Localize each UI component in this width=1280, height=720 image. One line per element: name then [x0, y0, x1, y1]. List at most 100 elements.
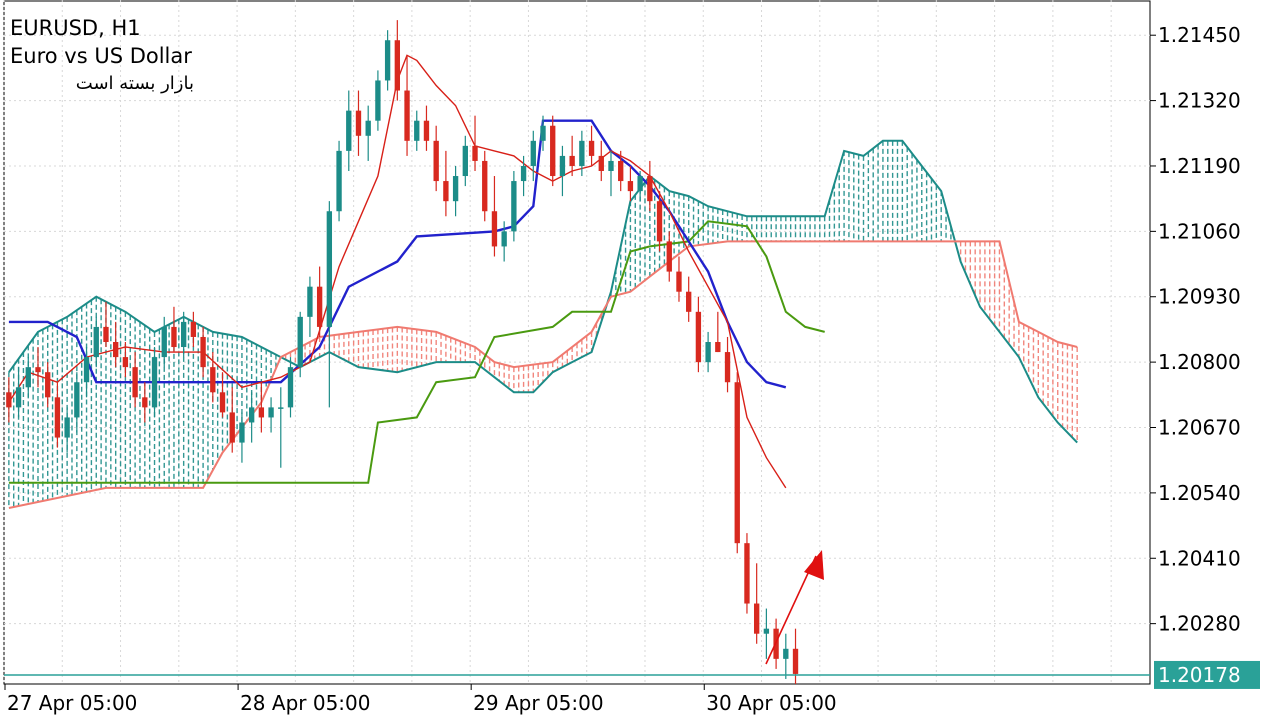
y-tick-label: 1.21060: [1158, 219, 1241, 243]
chart-info-panel: EURUSD, H1 Euro vs US Dollar بازار بسته …: [10, 14, 194, 98]
candle-body: [93, 326, 99, 358]
senkou-span-a-line: [8, 139, 1078, 444]
y-tick-label: 1.21320: [1158, 89, 1241, 113]
candle-body: [433, 140, 439, 182]
candle-body: [462, 145, 468, 177]
x-tick-label: 30 Apr 05:00: [706, 691, 836, 715]
candle-body: [423, 120, 430, 141]
y-tick-label: 1.20410: [1158, 546, 1241, 570]
candle-body: [64, 417, 70, 438]
candle-body: [792, 648, 799, 674]
candle-body: [229, 412, 235, 443]
candle-body: [239, 422, 245, 443]
candle-body: [268, 407, 274, 418]
candle-body: [35, 367, 41, 373]
candle-body: [618, 160, 624, 182]
candle-body: [666, 241, 672, 272]
tenkan-sen-line: [8, 54, 787, 489]
current-price-label: 1.20178: [1158, 663, 1241, 687]
y-tick-label: 1.20930: [1158, 285, 1241, 309]
candle-body: [686, 291, 692, 312]
candle-body: [219, 392, 226, 413]
candle-body: [734, 382, 740, 544]
candle-body: [724, 352, 731, 383]
y-tick-label: 1.20540: [1158, 481, 1241, 505]
candle-body: [180, 321, 187, 348]
candle-body: [171, 326, 177, 348]
candle-body: [588, 140, 595, 156]
candle-body: [763, 628, 770, 634]
y-tick-label: 1.20670: [1158, 416, 1241, 440]
candle-body: [559, 155, 566, 177]
candle-body: [520, 165, 527, 182]
candle-body: [579, 140, 585, 166]
senkou-span-b-line: [8, 240, 1078, 509]
candle-body: [54, 397, 61, 438]
candle-body: [15, 387, 22, 408]
symbol-description: Euro vs US Dollar: [10, 44, 192, 68]
candle-body: [414, 120, 420, 141]
y-tick-label: 1.20280: [1158, 612, 1241, 636]
y-tick-label: 1.21190: [1158, 154, 1241, 178]
candle-body: [375, 80, 381, 121]
current-price-tag: [1154, 660, 1260, 689]
candle-body: [384, 40, 391, 81]
chart-axes: 1.21450 1.21320 1.21190 1.21060 1.20930 1.208…: [4, 23, 1241, 715]
candle-body: [258, 407, 265, 418]
candlesticks: [6, 20, 799, 684]
candle-body: [297, 316, 303, 368]
candle-body: [316, 286, 323, 327]
candle-body: [336, 150, 342, 212]
candle-body: [25, 367, 31, 388]
candle-body: [210, 367, 216, 393]
x-tick-label: 28 Apr 05:00: [240, 691, 370, 715]
candle-body: [355, 110, 362, 136]
candle-body: [452, 176, 459, 202]
candle-body: [647, 176, 653, 202]
plot-frame: [3, 0, 1151, 685]
candle-body: [550, 125, 556, 177]
candle-body: [783, 648, 789, 659]
chart-grid: [3, 0, 1151, 685]
ichimoku-lines: [8, 54, 1078, 509]
candle-body: [705, 342, 711, 363]
candle-body: [132, 367, 138, 398]
arrow-annotation: [765, 555, 817, 665]
candle-body: [6, 392, 12, 408]
y-tick-label: 1.21450: [1158, 23, 1241, 47]
candle-body: [326, 211, 333, 327]
x-tick-label: 29 Apr 05:00: [473, 691, 603, 715]
symbol-timeframe: EURUSD, H1: [10, 16, 141, 40]
candle-body: [404, 90, 410, 141]
candle-body: [608, 160, 614, 171]
candle-body: [113, 342, 119, 358]
candle-body: [394, 40, 401, 91]
arrow-head-icon: [804, 550, 824, 580]
candle-body: [200, 336, 206, 368]
candle-body: [287, 367, 294, 408]
candle-body: [753, 603, 760, 634]
chikou-span-line: [8, 220, 825, 484]
candle-body: [443, 181, 449, 202]
candle-body: [569, 155, 575, 166]
candle-body: [74, 382, 80, 418]
candle-body: [45, 372, 51, 398]
candle-body: [695, 311, 702, 363]
candle-body: [365, 120, 371, 136]
candle-body: [637, 176, 643, 192]
candle-body: [190, 321, 197, 337]
candle-body: [248, 407, 255, 423]
candle-body: [676, 271, 682, 292]
candle-body: [715, 342, 721, 353]
candle-body: [142, 397, 148, 408]
candle-body: [511, 181, 517, 232]
candle-body: [83, 357, 90, 383]
candle-body: [472, 145, 478, 161]
x-tick-label: 27 Apr 05:00: [7, 691, 137, 715]
candle-body: [278, 407, 284, 409]
candle-body: [598, 155, 604, 171]
candle-body: [540, 125, 546, 141]
y-tick-label: 1.20800: [1158, 350, 1241, 374]
candle-body: [151, 357, 158, 408]
